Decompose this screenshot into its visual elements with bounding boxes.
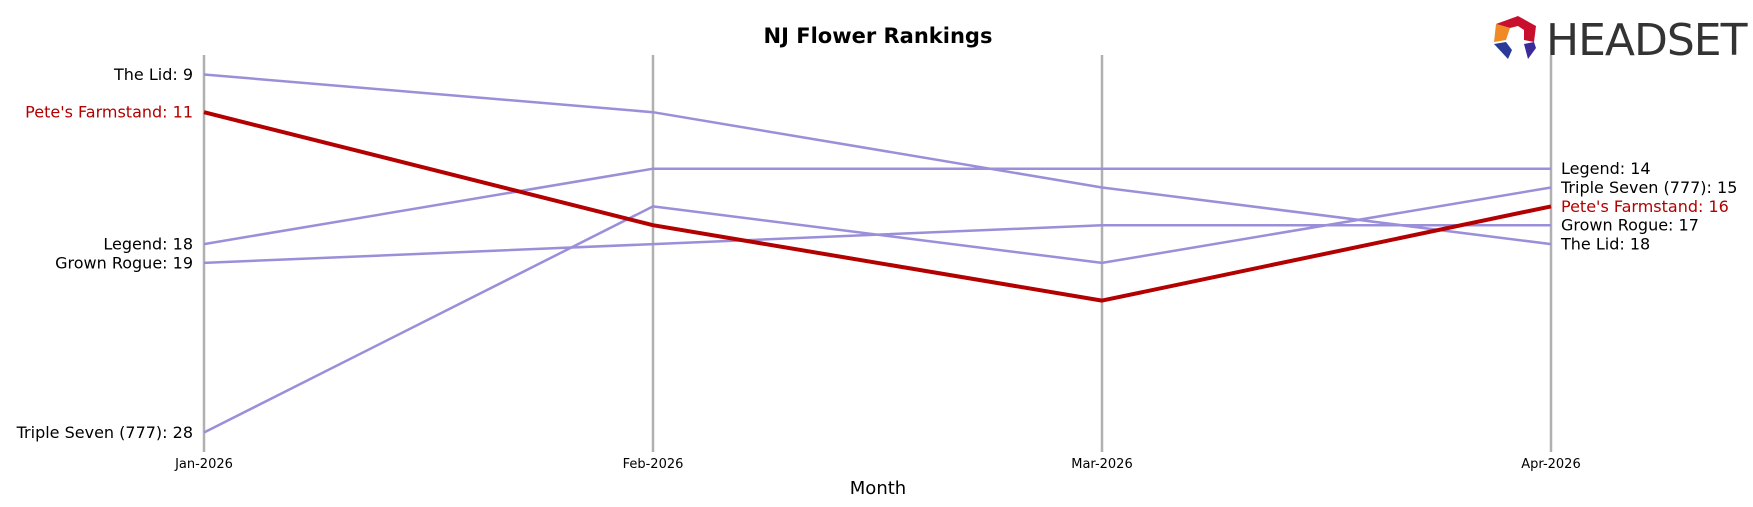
x-tick-label: Apr-2026 (1521, 457, 1580, 472)
series-lines (203, 73, 1552, 434)
x-ticks: Jan-2026 Feb-2026 Mar-2026 Apr-2026 (174, 457, 1581, 472)
chart-title: NJ Flower Rankings (764, 24, 993, 48)
x-tick-label: Mar-2026 (1071, 457, 1132, 472)
start-label: Grown Rogue: 19 (55, 253, 193, 272)
series-line-triple-seven-777- (203, 186, 1552, 434)
series-line-grown-rogue (203, 223, 1551, 265)
series-line-pete-s-farmstand (203, 110, 1552, 303)
headset-logo: HEADSET (1494, 15, 1749, 66)
start-label: Triple Seven (777): 28 (16, 423, 193, 442)
end-label: Triple Seven (777): 15 (1560, 178, 1737, 197)
series-line-the-lid (203, 73, 1552, 246)
start-label: Pete's Farmstand: 11 (25, 103, 193, 122)
end-label: The Lid: 18 (1560, 235, 1650, 254)
start-label: The Lid: 9 (113, 65, 193, 84)
x-axis-label: Month (850, 478, 906, 499)
start-labels: The Lid: 9 Pete's Farmstand: 11 Legend: 18… (16, 65, 193, 442)
end-label: Legend: 14 (1561, 159, 1651, 178)
start-label: Legend: 18 (103, 235, 193, 254)
end-label: Grown Rogue: 17 (1561, 216, 1699, 235)
end-label: Pete's Farmstand: 16 (1561, 197, 1729, 216)
headset-hexagon-icon (1494, 16, 1536, 59)
x-tick-label: Jan-2026 (174, 457, 233, 472)
grid-lines (202, 55, 1553, 452)
x-tick-label: Feb-2026 (623, 457, 684, 472)
logo-text: HEADSET (1546, 15, 1748, 66)
series-line-legend (203, 167, 1551, 246)
